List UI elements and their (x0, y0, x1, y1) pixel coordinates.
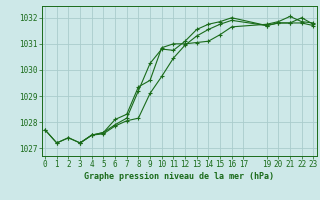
X-axis label: Graphe pression niveau de la mer (hPa): Graphe pression niveau de la mer (hPa) (84, 172, 274, 181)
